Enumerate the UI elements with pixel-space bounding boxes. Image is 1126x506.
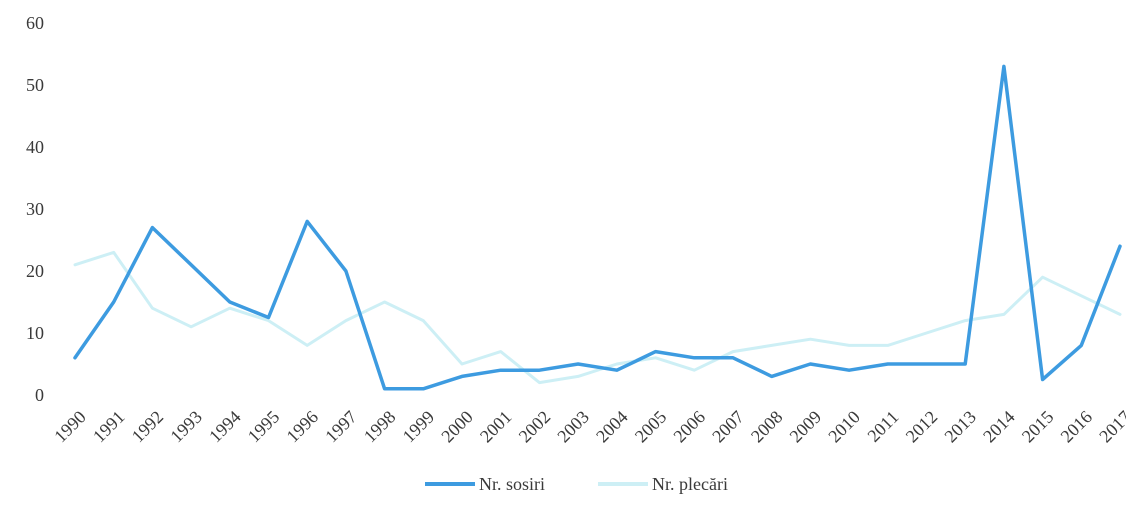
x-axis-ticks: 1990 1991 1992 1993 1994 1995 1996 1997 1998 1999… — [50, 407, 1126, 447]
x-tick-label: 1999 — [399, 407, 439, 447]
y-tick-label: 60 — [26, 13, 44, 33]
series-lines — [73, 64, 1122, 391]
x-tick-label: 2017 — [1095, 407, 1126, 447]
x-tick-label: 1995 — [244, 407, 284, 447]
legend: Nr. sosiri Nr. plecări — [425, 474, 728, 494]
x-tick-label: 2011 — [863, 407, 902, 446]
x-tick-label: 2009 — [786, 407, 826, 447]
x-tick-label: 2002 — [515, 407, 555, 447]
x-tick-label: 1994 — [205, 407, 245, 447]
x-tick-label: 2000 — [437, 407, 477, 447]
x-tick-label: 2012 — [902, 407, 942, 447]
x-tick-label: 1993 — [166, 407, 206, 447]
y-tick-label: 20 — [26, 261, 44, 281]
legend-label-plecari: Nr. plecări — [652, 474, 728, 494]
x-tick-label: 2015 — [1018, 407, 1058, 447]
x-tick-label: 1997 — [321, 407, 361, 447]
x-tick-label: 2010 — [824, 407, 864, 447]
x-tick-label: 2007 — [708, 407, 748, 447]
x-tick-label: 1992 — [128, 407, 168, 447]
x-tick-label: 2013 — [940, 407, 980, 447]
x-tick-label: 2003 — [553, 407, 593, 447]
x-tick-label: 2006 — [669, 407, 709, 447]
x-tick-label: 1991 — [89, 407, 129, 447]
x-tick-label: 2004 — [592, 407, 632, 447]
x-tick-label: 2014 — [979, 407, 1019, 447]
y-axis-ticks: 0 10 20 30 40 50 60 — [26, 13, 44, 405]
x-tick-label: 2001 — [476, 407, 516, 447]
y-tick-label: 0 — [35, 385, 44, 405]
series-line-plecari — [73, 250, 1122, 385]
x-tick-label: 2016 — [1057, 407, 1097, 447]
y-tick-label: 30 — [26, 199, 44, 219]
x-tick-label: 1998 — [360, 407, 400, 447]
x-tick-label: 2005 — [631, 407, 671, 447]
x-tick-label: 1990 — [50, 407, 90, 447]
series-line-sosiri — [73, 64, 1122, 391]
y-tick-label: 10 — [26, 323, 44, 343]
x-tick-label: 2008 — [747, 407, 787, 447]
y-tick-label: 50 — [26, 75, 44, 95]
y-tick-label: 40 — [26, 137, 44, 157]
legend-label-sosiri: Nr. sosiri — [479, 474, 545, 494]
x-tick-label: 1996 — [282, 407, 322, 447]
